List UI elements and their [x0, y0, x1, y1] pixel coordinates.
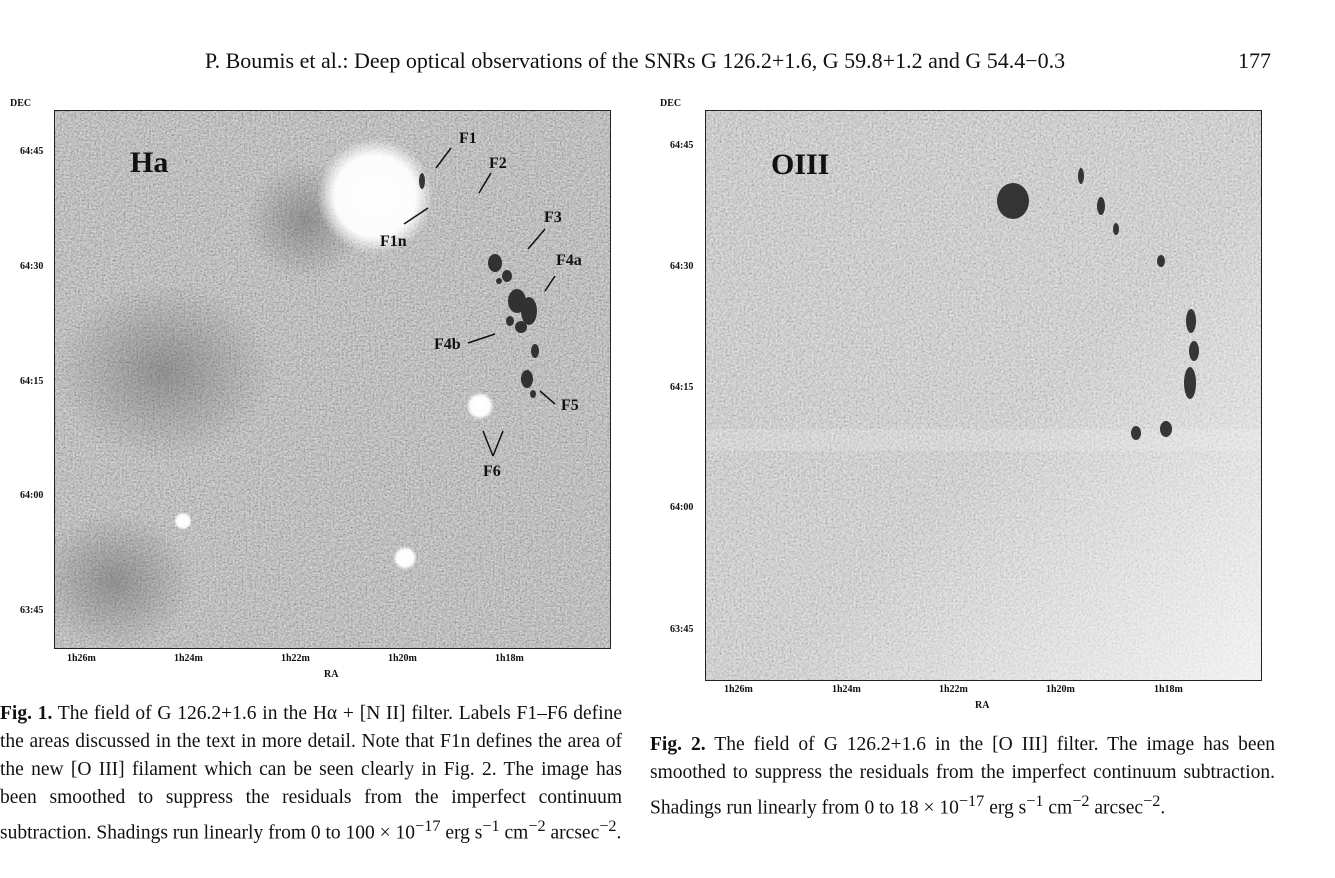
fig1-dec-tick: 64:45 — [20, 146, 44, 157]
fig2-dec-tick: 63:45 — [670, 624, 694, 635]
fig2-ra-axis-title: RA — [975, 700, 990, 711]
fig2-ra-tick: 1h18m — [1154, 684, 1183, 695]
fig2-caption: Fig. 2. The field of G 126.2+1.6 in the … — [650, 731, 1275, 823]
fig1-caption-exponent: −2 — [599, 817, 617, 835]
fig2-caption-exponent: −2 — [1072, 792, 1090, 810]
fig2-ra-tick: 1h20m — [1046, 684, 1075, 695]
fig1-region-label: F4b — [434, 336, 461, 353]
fig1-region-label: F3 — [544, 209, 562, 226]
fig2-caption-label: Fig. 2. — [650, 734, 706, 755]
fig2-dec-tick: 64:00 — [670, 502, 694, 513]
fig2-ra-tick: 1h26m — [724, 684, 753, 695]
fig1-caption-text: The field of G 126.2+1.6 in the Hα + [N … — [0, 703, 622, 844]
fig2-caption-exponent: −2 — [1143, 792, 1161, 810]
fig2-filament — [997, 168, 1199, 440]
fig1-caption-exponent: −17 — [415, 817, 441, 835]
fig2-filter-label: OIII — [771, 148, 830, 181]
fig1-ra-tick: 1h24m — [174, 653, 203, 664]
fig2-dec-tick: 64:30 — [670, 261, 694, 272]
fig1-caption-exponent: −2 — [528, 817, 546, 835]
fig1-dec-tick: 64:30 — [20, 261, 44, 272]
fig1-ra-tick: 1h18m — [495, 653, 524, 664]
fig2-ra-tick: 1h22m — [939, 684, 968, 695]
fig2-caption-units: cm — [1043, 797, 1073, 819]
page-number: 177 — [1238, 48, 1271, 73]
fig1-dec-tick: 63:45 — [20, 605, 44, 616]
fig1-halpha-image — [55, 111, 610, 648]
fig1-caption-end: . — [616, 822, 622, 844]
fig1-region-label: F2 — [489, 155, 507, 172]
fig2-caption-text: The field of G 126.2+1.6 in the [O III] … — [650, 734, 1275, 819]
fig1-caption: Fig. 1. The field of G 126.2+1.6 in the … — [0, 700, 622, 848]
fig2-dec-tick: 64:45 — [670, 140, 694, 151]
fig2-oiii-image — [706, 111, 1261, 680]
fig1-region-label: F1 — [459, 130, 477, 147]
fig1-region-label: F6 — [483, 463, 501, 480]
fig2-caption-units: erg s — [984, 797, 1027, 819]
fig1-ra-tick: 1h26m — [67, 653, 96, 664]
fig2-caption-units: arcsec — [1089, 797, 1144, 819]
fig2-dec-axis-title: DEC — [660, 98, 682, 109]
fig1-annotation-arrows — [403, 147, 556, 457]
fig1-caption-exponent: −1 — [482, 817, 500, 835]
fig2-image-panel — [705, 110, 1262, 681]
running-title: P. Boumis et al.: Deep optical observati… — [204, 48, 1066, 73]
fig1-region-label: F4a — [556, 252, 582, 269]
fig1-caption-units: arcsec — [545, 822, 600, 844]
fig1-dec-tick: 64:15 — [20, 376, 44, 387]
fig2-caption-exponent: −17 — [958, 792, 985, 810]
fig1-caption-label: Fig. 1. — [0, 703, 53, 724]
fig1-caption-units: erg s — [440, 822, 483, 844]
fig1-filter-label: Ha — [130, 146, 169, 179]
fig2-caption-end: . — [1160, 797, 1166, 819]
fig1-ra-tick: 1h22m — [281, 653, 310, 664]
fig1-caption-units: cm — [499, 822, 529, 844]
fig1-region-label: F1n — [380, 233, 407, 250]
fig1-dec-axis-title: DEC — [10, 98, 32, 109]
fig2-dec-tick: 64:15 — [670, 382, 694, 393]
fig2-caption-exponent: −1 — [1026, 792, 1044, 810]
fig1-ra-axis-title: RA — [324, 669, 339, 680]
fig1-dec-tick: 64:00 — [20, 490, 44, 501]
fig1-image-panel — [54, 110, 611, 649]
fig1-filament — [419, 173, 539, 398]
fig1-region-label: F5 — [561, 397, 579, 414]
fig1-ra-tick: 1h20m — [388, 653, 417, 664]
fig2-ra-tick: 1h24m — [832, 684, 861, 695]
